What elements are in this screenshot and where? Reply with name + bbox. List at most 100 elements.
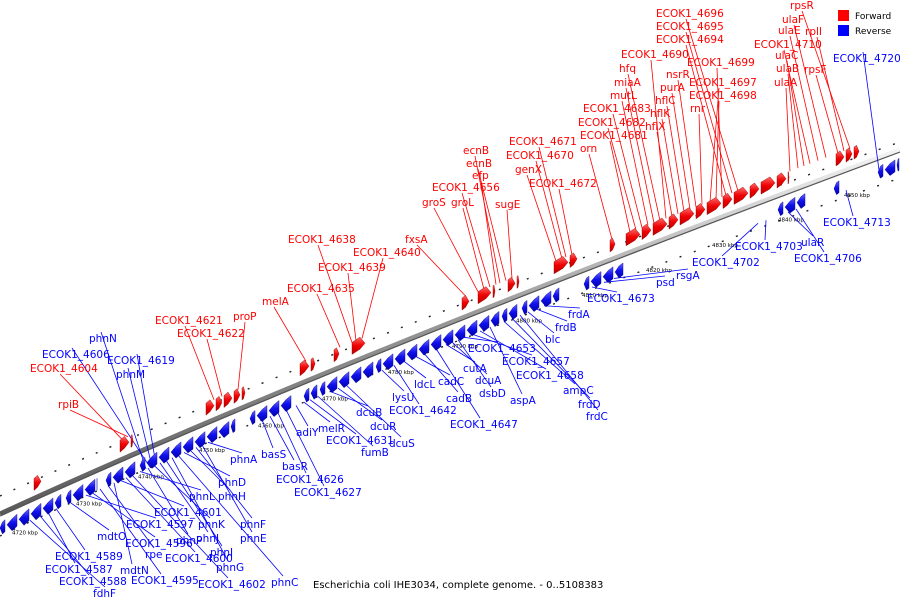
- reverse-gene-arrow[interactable]: [406, 343, 418, 361]
- reverse-gene-arrow[interactable]: [394, 348, 406, 366]
- reverse-gene-label[interactable]: phnD: [218, 477, 246, 489]
- reverse-gene-arrow[interactable]: [182, 436, 194, 454]
- forward-gene-label[interactable]: groS: [422, 197, 446, 209]
- reverse-gene-label[interactable]: phnP: [176, 535, 202, 547]
- reverse-gene-label[interactable]: basS: [261, 449, 287, 461]
- forward-gene-label[interactable]: hfq: [619, 63, 636, 75]
- reverse-gene-arrow[interactable]: [0, 519, 6, 535]
- forward-gene-arrow[interactable]: [679, 207, 695, 226]
- forward-gene-label[interactable]: hflK: [650, 108, 671, 120]
- reverse-gene-arrow[interactable]: [350, 366, 362, 384]
- forward-gene-arrow[interactable]: [516, 275, 520, 289]
- reverse-gene-arrow[interactable]: [256, 405, 268, 422]
- forward-gene-label[interactable]: melA: [262, 296, 290, 308]
- reverse-gene-label[interactable]: phnI: [210, 547, 233, 559]
- reverse-gene-arrow[interactable]: [796, 193, 806, 209]
- reverse-gene-arrow[interactable]: [303, 387, 310, 403]
- forward-gene-label[interactable]: sugE: [495, 199, 520, 211]
- reverse-gene-label[interactable]: ECOK1_4642: [389, 405, 457, 417]
- forward-gene-label[interactable]: ECOK1_4604: [30, 363, 98, 375]
- reverse-gene-label[interactable]: dcuB: [356, 407, 382, 419]
- forward-gene-arrow[interactable]: [625, 228, 641, 247]
- reverse-gene-arrow[interactable]: [280, 395, 292, 412]
- reverse-gene-arrow[interactable]: [382, 353, 394, 371]
- reverse-gene-label[interactable]: ldcL: [414, 379, 435, 391]
- reverse-gene-arrow[interactable]: [418, 338, 430, 356]
- forward-gene-arrow[interactable]: [33, 474, 42, 491]
- forward-gene-label[interactable]: fxsA: [405, 234, 428, 246]
- reverse-gene-arrow[interactable]: [124, 461, 136, 479]
- forward-gene-arrow[interactable]: [119, 435, 130, 453]
- forward-gene-arrow[interactable]: [553, 256, 569, 275]
- reverse-gene-label[interactable]: ECOK1_4600: [165, 553, 233, 565]
- forward-gene-arrow[interactable]: [652, 217, 668, 236]
- forward-gene-label[interactable]: ECOK1_4710: [754, 39, 822, 51]
- forward-gene-arrow[interactable]: [733, 186, 749, 205]
- reverse-gene-label[interactable]: ampC: [563, 385, 594, 397]
- reverse-gene-label[interactable]: fdhF: [93, 588, 116, 600]
- reverse-gene-label[interactable]: phnM: [116, 369, 145, 381]
- reverse-gene-label[interactable]: frdC: [586, 411, 608, 423]
- forward-gene-label[interactable]: ECOK1_4699: [687, 57, 755, 69]
- reverse-gene-arrow[interactable]: [784, 196, 796, 214]
- reverse-gene-arrow[interactable]: [42, 497, 54, 515]
- forward-gene-label[interactable]: rpsF: [804, 64, 827, 76]
- forward-gene-arrow[interactable]: [310, 357, 316, 372]
- forward-gene-arrow[interactable]: [668, 213, 679, 230]
- forward-gene-label[interactable]: ECOK1_4621: [155, 315, 223, 327]
- reverse-gene-label[interactable]: ECOK1_4673: [587, 293, 655, 305]
- reverse-gene-arrow[interactable]: [65, 489, 72, 505]
- forward-gene-arrow[interactable]: [776, 172, 787, 189]
- reverse-gene-arrow[interactable]: [310, 384, 318, 400]
- forward-gene-arrow[interactable]: [492, 284, 496, 299]
- forward-gene-label[interactable]: ECOK1_4671: [509, 136, 577, 148]
- reverse-gene-label[interactable]: frdA: [568, 309, 590, 321]
- forward-gene-label[interactable]: miaA: [614, 77, 642, 89]
- reverse-gene-label[interactable]: phnF: [240, 519, 266, 531]
- forward-gene-label[interactable]: purA: [660, 82, 686, 94]
- reverse-gene-arrow[interactable]: [430, 334, 442, 351]
- reverse-gene-arrow[interactable]: [877, 163, 884, 179]
- forward-gene-label[interactable]: rpsR: [790, 0, 814, 12]
- reverse-gene-label[interactable]: dcuA: [475, 375, 502, 387]
- reverse-gene-arrow[interactable]: [490, 311, 500, 327]
- reverse-gene-arrow[interactable]: [139, 456, 146, 472]
- reverse-gene-arrow[interactable]: [54, 493, 62, 510]
- reverse-gene-label[interactable]: ECOK1_4647: [450, 419, 518, 431]
- forward-gene-arrow[interactable]: [215, 396, 223, 412]
- reverse-gene-arrow[interactable]: [375, 358, 382, 373]
- forward-gene-label[interactable]: ulaB: [776, 63, 799, 75]
- forward-gene-label[interactable]: ulaE: [778, 25, 801, 37]
- forward-gene-arrow[interactable]: [569, 252, 578, 268]
- forward-gene-label[interactable]: genX: [515, 164, 542, 176]
- forward-gene-arrow[interactable]: [835, 150, 845, 167]
- forward-gene-arrow[interactable]: [205, 399, 215, 416]
- reverse-gene-label[interactable]: rsgA: [676, 270, 700, 282]
- reverse-gene-arrow[interactable]: [326, 376, 338, 393]
- reverse-gene-label[interactable]: ECOK1_4703: [735, 241, 803, 253]
- reverse-gene-label[interactable]: phnC: [271, 577, 298, 589]
- reverse-gene-arrow[interactable]: [884, 159, 896, 176]
- forward-gene-label[interactable]: ECOK1_4640: [353, 247, 421, 259]
- reverse-gene-arrow[interactable]: [614, 262, 624, 279]
- reverse-gene-label[interactable]: ECOK1_4713: [823, 217, 891, 229]
- reverse-gene-label[interactable]: ECOK1_4602: [198, 579, 266, 591]
- reverse-gene-label[interactable]: psd: [656, 277, 675, 289]
- reverse-gene-label[interactable]: rpe: [145, 549, 162, 561]
- forward-gene-label[interactable]: ECOK1_4696: [656, 8, 724, 20]
- reverse-gene-label[interactable]: ECOK1_4702: [692, 257, 760, 269]
- reverse-gene-label[interactable]: phnE: [240, 533, 267, 545]
- reverse-gene-arrow[interactable]: [6, 513, 18, 532]
- forward-gene-label[interactable]: ECOK1_4639: [318, 262, 386, 274]
- reverse-gene-label[interactable]: cadB: [446, 393, 472, 405]
- reverse-gene-label[interactable]: blc: [545, 334, 561, 346]
- reverse-gene-label[interactable]: ECOK1_4606: [42, 349, 110, 361]
- forward-gene-arrow[interactable]: [241, 386, 246, 401]
- reverse-gene-arrow[interactable]: [72, 484, 84, 502]
- forward-gene-label[interactable]: ECOK1_4690: [621, 49, 689, 61]
- reverse-gene-arrow[interactable]: [501, 307, 508, 323]
- reverse-gene-label[interactable]: adiY: [296, 427, 319, 439]
- reverse-gene-arrow[interactable]: [540, 290, 552, 308]
- reverse-gene-label[interactable]: ulaR: [801, 237, 824, 249]
- reverse-gene-arrow[interactable]: [583, 275, 590, 291]
